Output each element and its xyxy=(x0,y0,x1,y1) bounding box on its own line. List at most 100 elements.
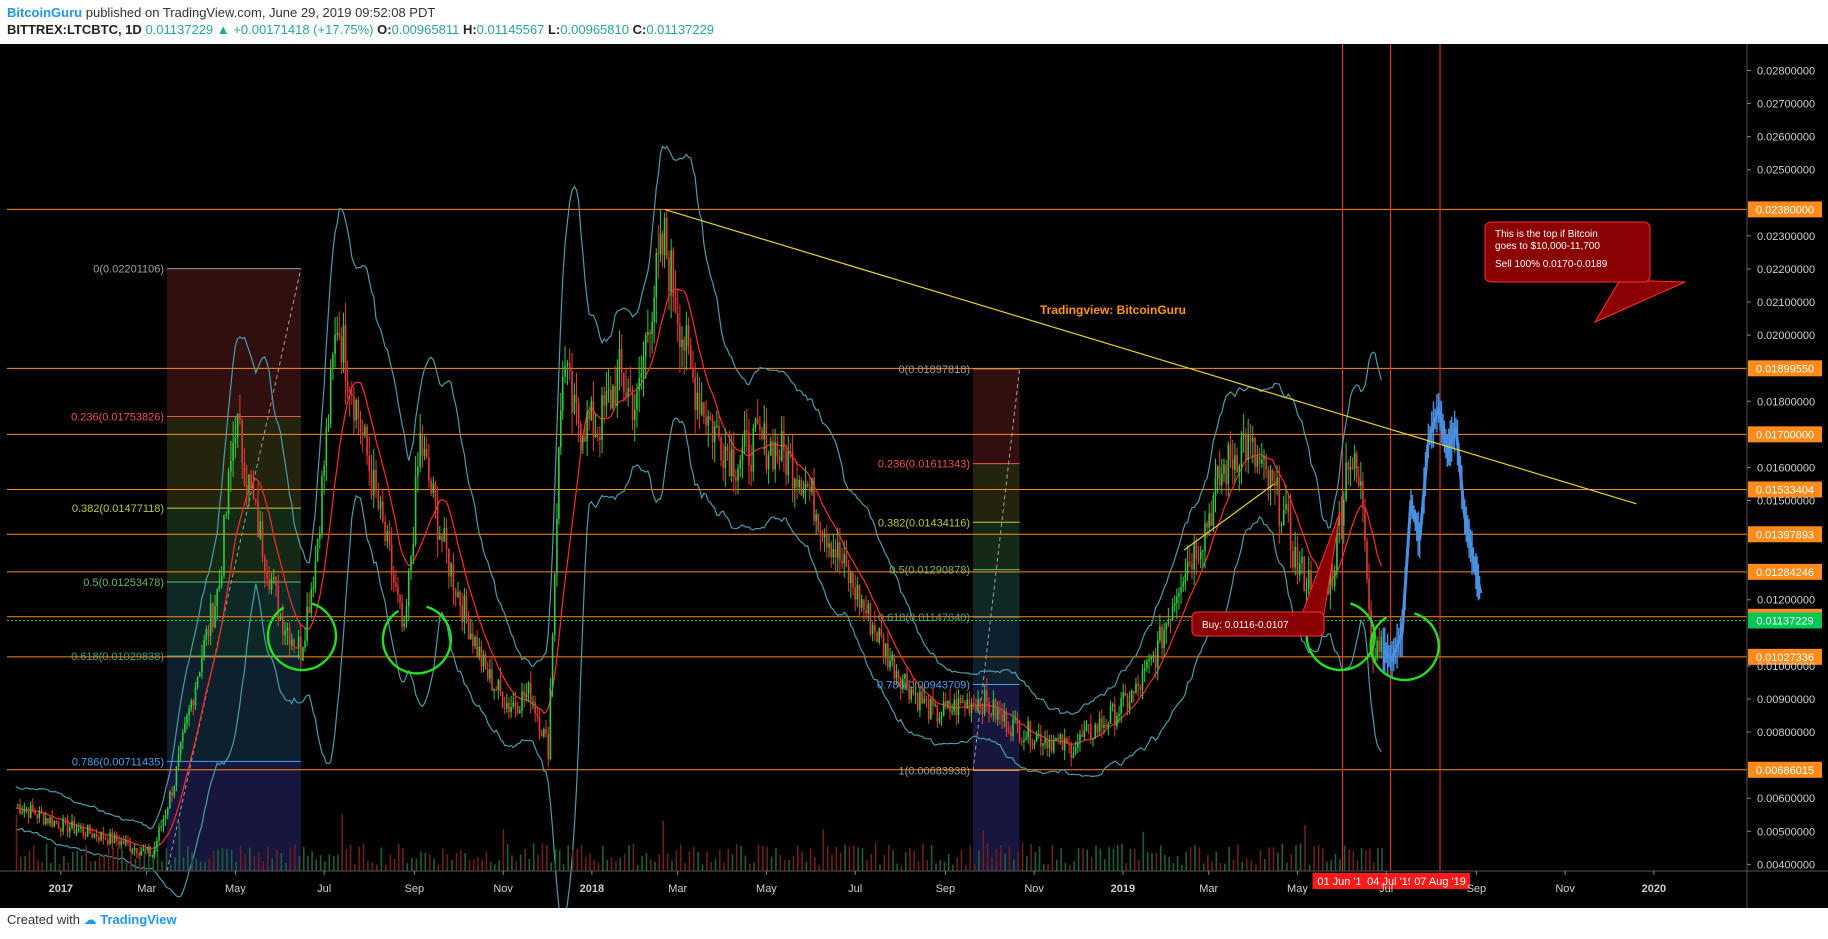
candle-body xyxy=(491,669,493,691)
candle-body xyxy=(809,486,811,493)
candle-body xyxy=(988,701,990,714)
volume-bar xyxy=(80,855,83,871)
price-tag-label: 0.01284246 xyxy=(1756,567,1814,579)
candle-body xyxy=(1370,609,1372,639)
volume-bar xyxy=(1295,845,1297,871)
candle-body xyxy=(263,557,266,572)
volume-bar xyxy=(239,846,242,871)
volume-bar xyxy=(362,843,365,871)
time-axis-label: Mar xyxy=(1199,883,1218,895)
volume-bar xyxy=(1228,846,1230,871)
candle-body xyxy=(156,840,158,848)
price-chart[interactable]: 0(0.02201106) 0.236(0.01753826) 0.382(0.01… xyxy=(0,44,1828,908)
candle-body xyxy=(323,465,325,476)
candle-body xyxy=(201,657,203,673)
candle-body xyxy=(1070,744,1073,758)
candle-body xyxy=(1204,523,1206,551)
volume-bar xyxy=(770,856,773,871)
candle-body xyxy=(668,257,670,292)
volume-bar xyxy=(1008,846,1011,871)
top-callout-box xyxy=(1484,221,1651,283)
author-link[interactable]: BitcoinGuru xyxy=(7,5,83,20)
candle-body xyxy=(310,589,313,614)
candle-body xyxy=(1310,570,1312,598)
volume-bar xyxy=(1077,848,1080,871)
candle-body xyxy=(789,451,792,453)
volume-bar xyxy=(697,851,699,871)
candle-body xyxy=(1263,456,1265,460)
candle-body xyxy=(325,427,328,466)
volume-bar xyxy=(103,855,105,871)
candle-body xyxy=(1012,719,1014,737)
candle-body xyxy=(205,629,208,640)
candle-body xyxy=(186,716,188,724)
candle-body xyxy=(1020,741,1023,743)
fib-zone xyxy=(973,569,1020,618)
volume-bar xyxy=(1198,847,1201,871)
volume-bar xyxy=(187,846,189,871)
candle-body xyxy=(1171,605,1174,621)
candle-body xyxy=(1063,737,1066,751)
candle-body xyxy=(281,616,284,636)
candle-body xyxy=(891,654,894,661)
candle-body xyxy=(774,442,776,470)
candle-body xyxy=(1092,738,1094,740)
volume-bar xyxy=(1030,844,1032,871)
volume-bar xyxy=(917,860,920,871)
volume-bar xyxy=(1142,831,1145,871)
candle-body xyxy=(674,296,677,314)
volume-bar xyxy=(1330,859,1332,871)
candle-body xyxy=(89,825,91,834)
candle-body xyxy=(538,716,541,733)
time-axis-label: Jul xyxy=(848,883,862,895)
candle-body xyxy=(540,732,543,737)
volume-bar xyxy=(506,843,509,871)
candle-body xyxy=(390,544,393,575)
volume-bar xyxy=(1364,850,1367,871)
candle-body xyxy=(510,706,512,713)
candle-body xyxy=(503,707,506,709)
candle-body xyxy=(129,842,131,851)
volume-bar xyxy=(1069,864,1071,871)
candle-body xyxy=(1055,737,1057,741)
candle-body xyxy=(1040,733,1042,746)
volume-bar xyxy=(558,850,561,871)
candle-body xyxy=(804,483,807,491)
candle-body xyxy=(1025,737,1027,740)
candle-body xyxy=(968,699,971,714)
volume-bar xyxy=(1241,861,1244,871)
candle-body xyxy=(1261,459,1263,464)
candle-body xyxy=(910,689,913,700)
candle-body xyxy=(1223,464,1225,474)
top-callout-line-1: This is the top if Bitcoin xyxy=(1495,229,1598,240)
volume-bar xyxy=(1047,864,1049,871)
volume-bar xyxy=(701,864,704,871)
candle-body xyxy=(977,699,979,712)
candle-body xyxy=(162,819,165,827)
candle-body xyxy=(679,324,681,348)
candle-body xyxy=(1218,466,1221,486)
volume-bar xyxy=(939,860,942,871)
candle-body xyxy=(874,625,876,632)
event-lines-layer xyxy=(1342,44,1441,871)
candle-body xyxy=(1130,691,1133,703)
volume-bar xyxy=(393,858,396,871)
fib-zone xyxy=(973,368,1020,464)
candle-body xyxy=(257,501,259,538)
volume-bar xyxy=(546,844,548,871)
candle-body xyxy=(77,829,80,831)
candle-body xyxy=(527,682,530,694)
tradingview-brand[interactable]: TradingView xyxy=(100,912,177,927)
candle-body xyxy=(131,850,134,852)
price-tag-label: 0.01899550 xyxy=(1756,363,1814,375)
volume-bar xyxy=(1219,862,1222,871)
volume-bar xyxy=(50,863,52,871)
candle-body xyxy=(776,442,779,457)
candle-body xyxy=(382,501,384,522)
candle-body xyxy=(737,468,739,481)
candle-body xyxy=(566,362,569,366)
candle-body xyxy=(388,530,391,545)
candle-body xyxy=(1066,737,1068,744)
high-value: 0.01145567 xyxy=(476,22,545,37)
volume-bar xyxy=(1017,851,1019,871)
